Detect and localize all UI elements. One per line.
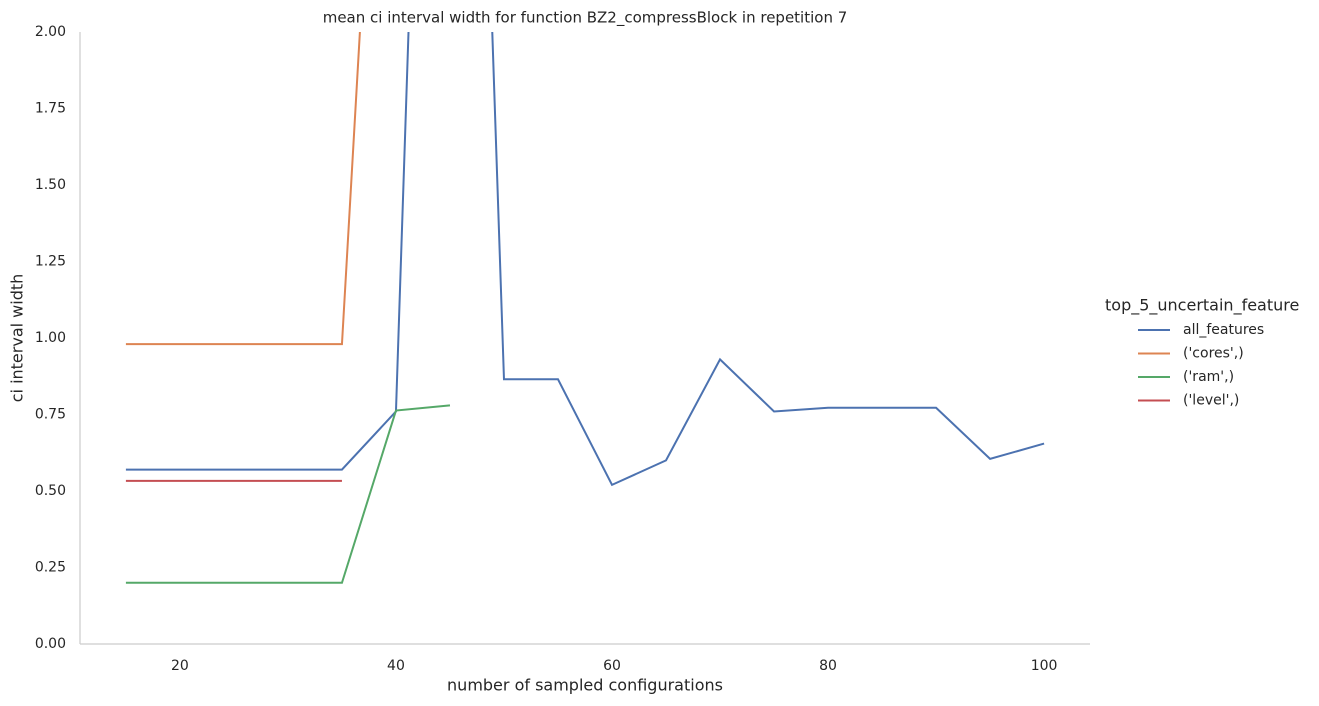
y-tick-label: 1.50	[35, 177, 66, 193]
y-tick-label: 0.25	[35, 560, 66, 576]
data-line	[125, 32, 361, 346]
x-axis-label: number of sampled configurations	[447, 676, 723, 695]
data-line	[125, 404, 451, 584]
legend-label: ('cores',)	[1183, 346, 1244, 362]
x-tick-label: 100	[1031, 658, 1058, 674]
legend-title: top_5_uncertain_feature	[1105, 296, 1299, 316]
x-tick-label: 60	[603, 658, 621, 674]
x-tick-label: 40	[387, 658, 405, 674]
legend-label: all_features	[1183, 322, 1264, 338]
y-axis-label: ci interval width	[8, 274, 27, 403]
x-tick-label: 20	[171, 658, 189, 674]
y-tick-label: 1.75	[35, 101, 66, 117]
legend-label: ('ram',)	[1183, 369, 1234, 385]
y-tick-label: 1.25	[35, 254, 66, 270]
x-tick-label: 80	[819, 658, 837, 674]
y-tick-label: 0.75	[35, 407, 66, 423]
data-line	[125, 32, 1045, 487]
y-tick-label: 0.00	[35, 636, 66, 652]
plot-area	[125, 32, 1045, 584]
legend-label: ('level',)	[1183, 393, 1239, 409]
y-tick-label: 0.50	[35, 483, 66, 499]
y-tick-label: 2.00	[35, 24, 66, 40]
y-tick-label: 1.00	[35, 330, 66, 346]
chart-title: mean ci interval width for function BZ2_…	[323, 9, 848, 28]
